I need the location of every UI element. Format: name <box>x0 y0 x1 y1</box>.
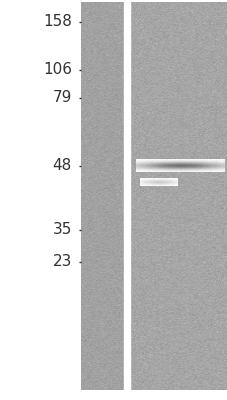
Text: 48: 48 <box>52 158 72 174</box>
Text: 23: 23 <box>52 254 72 270</box>
Text: 158: 158 <box>43 14 72 30</box>
Text: 79: 79 <box>52 90 72 106</box>
Text: 35: 35 <box>52 222 72 238</box>
Text: 106: 106 <box>43 62 72 78</box>
Bar <box>124 2 129 390</box>
